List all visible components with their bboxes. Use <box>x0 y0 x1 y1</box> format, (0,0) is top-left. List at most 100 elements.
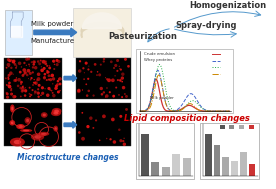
Circle shape <box>120 79 122 80</box>
Circle shape <box>40 94 42 96</box>
Circle shape <box>46 94 49 97</box>
Circle shape <box>81 137 85 141</box>
FancyArrow shape <box>64 75 77 81</box>
Polygon shape <box>12 26 22 37</box>
Circle shape <box>22 74 24 77</box>
Circle shape <box>118 129 121 131</box>
Circle shape <box>46 65 48 67</box>
Circle shape <box>113 140 116 144</box>
Circle shape <box>19 71 22 74</box>
Circle shape <box>6 92 9 95</box>
Circle shape <box>38 95 40 98</box>
Circle shape <box>36 91 40 95</box>
Text: Pasteurization: Pasteurization <box>108 32 177 41</box>
Bar <box>73 8 131 57</box>
Circle shape <box>52 92 54 94</box>
Circle shape <box>54 64 55 65</box>
Circle shape <box>103 58 105 60</box>
Ellipse shape <box>51 110 61 116</box>
Bar <box>4 58 62 98</box>
Circle shape <box>85 83 87 85</box>
Circle shape <box>51 90 52 91</box>
Circle shape <box>86 125 90 128</box>
Circle shape <box>38 92 40 94</box>
FancyArrow shape <box>34 28 77 37</box>
Ellipse shape <box>41 112 47 118</box>
Circle shape <box>124 58 127 61</box>
Circle shape <box>34 61 36 64</box>
Circle shape <box>115 87 117 89</box>
Ellipse shape <box>38 132 49 136</box>
Circle shape <box>29 87 31 89</box>
Circle shape <box>8 66 10 67</box>
Ellipse shape <box>11 121 14 124</box>
Bar <box>76 58 131 98</box>
Bar <box>5 10 32 55</box>
Circle shape <box>17 78 21 82</box>
Circle shape <box>30 94 31 95</box>
Circle shape <box>8 59 11 62</box>
Circle shape <box>31 61 33 63</box>
Circle shape <box>26 69 30 73</box>
Circle shape <box>21 87 25 91</box>
Circle shape <box>17 85 19 87</box>
Circle shape <box>41 66 42 67</box>
Circle shape <box>90 71 92 73</box>
Circle shape <box>121 96 123 98</box>
Text: Microstructure changes: Microstructure changes <box>17 153 119 162</box>
Circle shape <box>10 67 12 69</box>
Circle shape <box>123 143 126 146</box>
Circle shape <box>16 65 17 67</box>
Circle shape <box>87 78 89 80</box>
Bar <box>172 154 180 176</box>
Circle shape <box>92 127 94 129</box>
Circle shape <box>38 62 41 65</box>
Circle shape <box>96 74 98 76</box>
Circle shape <box>100 64 102 66</box>
Circle shape <box>7 74 10 77</box>
Circle shape <box>34 81 38 85</box>
Circle shape <box>10 88 12 90</box>
Circle shape <box>102 115 106 118</box>
Circle shape <box>7 76 9 78</box>
Circle shape <box>29 66 30 67</box>
Circle shape <box>59 90 61 91</box>
Circle shape <box>30 79 31 81</box>
Circle shape <box>55 84 58 87</box>
Circle shape <box>28 78 29 79</box>
Circle shape <box>14 62 15 64</box>
Text: Manufacture: Manufacture <box>30 38 75 44</box>
Circle shape <box>52 60 55 63</box>
Ellipse shape <box>20 129 32 132</box>
FancyArrow shape <box>64 121 77 128</box>
Circle shape <box>57 91 60 94</box>
Circle shape <box>32 66 34 69</box>
Circle shape <box>99 139 100 141</box>
Circle shape <box>41 86 44 89</box>
Circle shape <box>14 79 17 82</box>
Circle shape <box>14 63 17 66</box>
Circle shape <box>28 64 30 65</box>
Circle shape <box>122 140 124 142</box>
Circle shape <box>7 58 10 61</box>
Circle shape <box>47 87 51 90</box>
Ellipse shape <box>26 119 29 122</box>
Circle shape <box>112 95 115 98</box>
Circle shape <box>20 83 22 85</box>
Bar <box>229 125 234 129</box>
Circle shape <box>6 92 7 94</box>
Circle shape <box>58 77 62 81</box>
Circle shape <box>8 81 11 84</box>
Circle shape <box>121 81 123 83</box>
Circle shape <box>34 93 36 94</box>
Circle shape <box>57 80 59 82</box>
Circle shape <box>125 108 128 111</box>
Circle shape <box>36 79 39 81</box>
Circle shape <box>119 79 121 82</box>
Circle shape <box>9 71 13 75</box>
Circle shape <box>78 131 81 134</box>
Circle shape <box>45 60 47 63</box>
Circle shape <box>110 60 113 63</box>
Circle shape <box>106 87 108 89</box>
Circle shape <box>5 77 7 79</box>
